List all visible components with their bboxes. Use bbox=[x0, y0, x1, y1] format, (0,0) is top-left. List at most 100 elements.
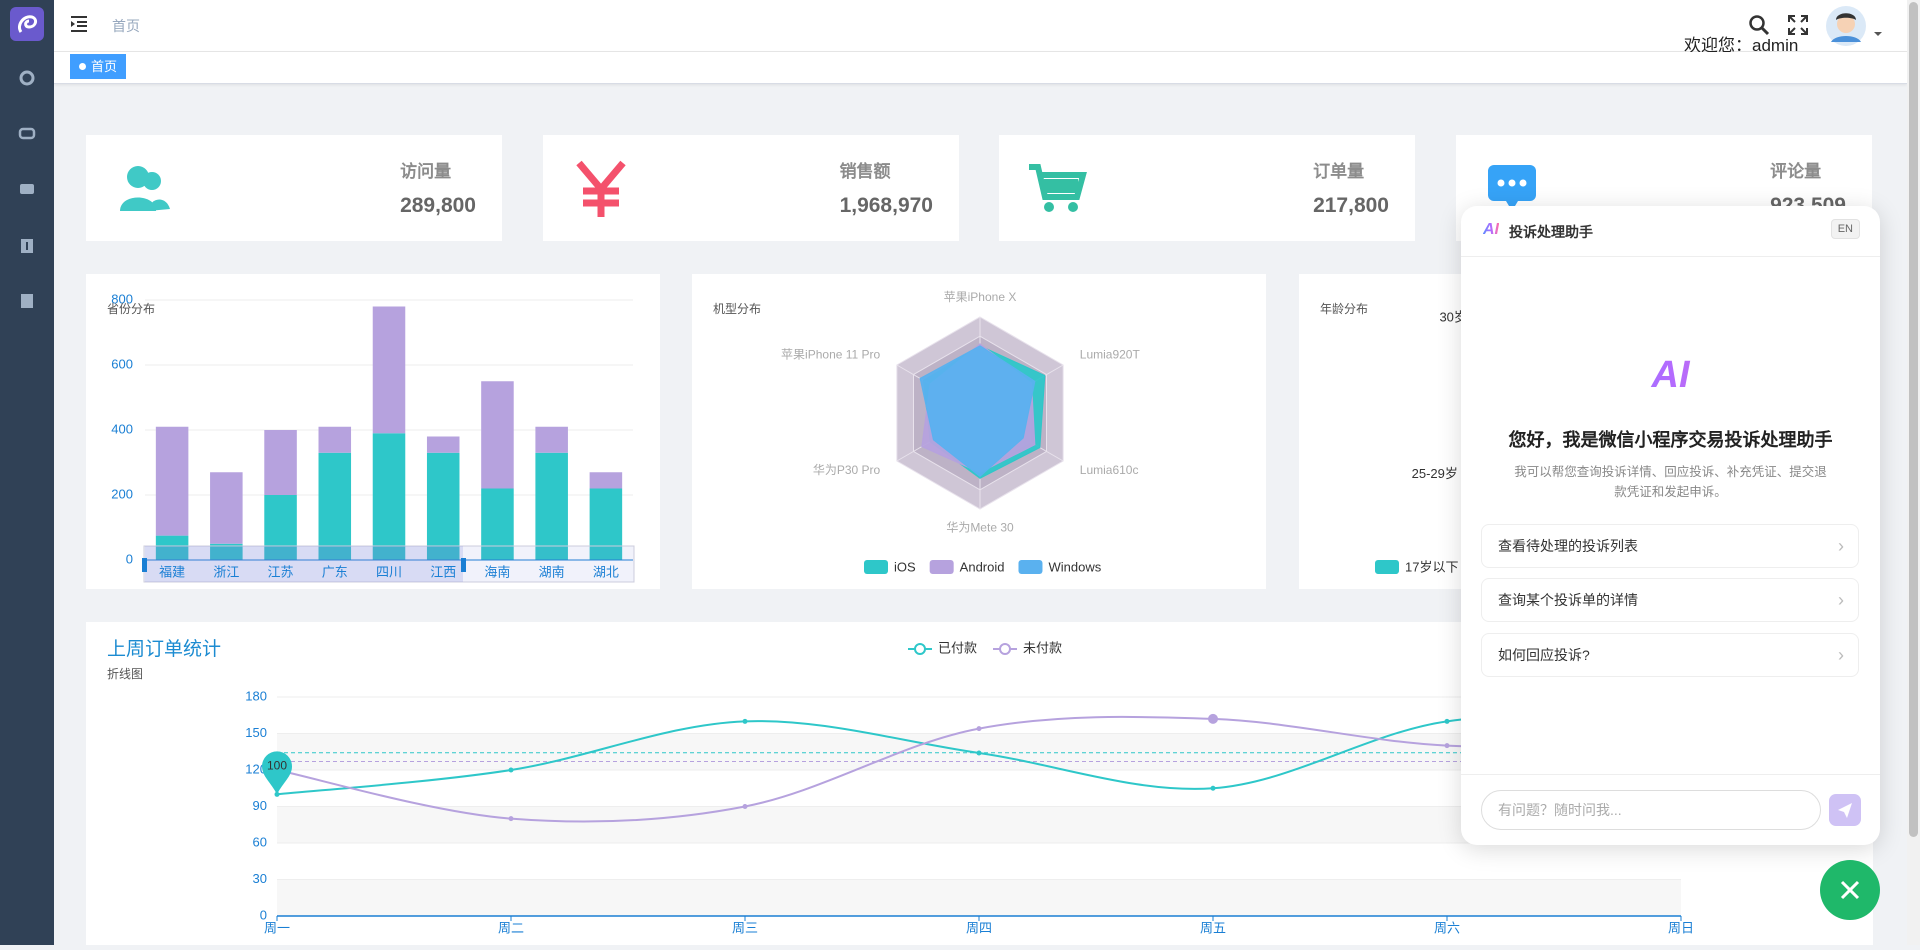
menu-calendar[interactable] bbox=[17, 291, 37, 311]
radar-indicator: 华为P30 Pro bbox=[813, 463, 881, 477]
stat-card: 订单量 217,800 bbox=[999, 135, 1415, 241]
y-tick-label: 60 bbox=[253, 834, 267, 849]
legend-swatch bbox=[1018, 560, 1043, 574]
send-button[interactable] bbox=[1829, 794, 1861, 826]
line-point bbox=[976, 750, 982, 756]
y-tick-label: 400 bbox=[111, 421, 133, 436]
stat-icon bbox=[1029, 164, 1087, 212]
description: 我可以帮您查询投诉详情、回应投诉、补充凭证、提交退款凭证和发起申诉。 bbox=[1514, 465, 1827, 499]
legend-dot bbox=[914, 643, 926, 655]
bar bbox=[372, 306, 406, 434]
bar bbox=[372, 433, 406, 560]
line-point bbox=[1444, 718, 1450, 724]
line-point bbox=[742, 718, 748, 724]
menu-car[interactable] bbox=[17, 124, 37, 144]
y-tick-label: 180 bbox=[245, 688, 267, 703]
radar-indicator: 苹果iPhone X bbox=[944, 290, 1017, 304]
sidebar bbox=[0, 0, 54, 945]
divider bbox=[1461, 774, 1880, 775]
chat-input[interactable]: 有问题？随时问我... bbox=[1481, 790, 1821, 830]
stat-icon bbox=[576, 160, 626, 217]
legend-label: Windows bbox=[1048, 559, 1101, 574]
bar bbox=[264, 495, 297, 560]
bar bbox=[155, 426, 189, 536]
menu-dashboard[interactable] bbox=[17, 67, 37, 87]
y-tick-label: 90 bbox=[253, 798, 267, 813]
suggestion[interactable]: 查看待处理的投诉列表 bbox=[1481, 524, 1859, 568]
y-tick-label: 200 bbox=[111, 486, 133, 501]
close-button[interactable] bbox=[1819, 859, 1881, 921]
x-tick-label: 湖北 bbox=[593, 564, 619, 579]
zoom-slider bbox=[143, 545, 635, 583]
assistant-logo: AI bbox=[1483, 221, 1499, 238]
stat-icon bbox=[120, 166, 170, 211]
chart-card: 机型分布 苹果iPhone X Lumia920T Lumia610c 华为Mete 3… bbox=[692, 274, 1266, 589]
line-point bbox=[976, 726, 982, 732]
suggestion[interactable]: 查询某个投诉单的详情 bbox=[1481, 578, 1859, 622]
y-tick-label: 30 bbox=[253, 871, 267, 886]
bar bbox=[264, 430, 297, 495]
x-tick-label: 四川 bbox=[376, 564, 402, 579]
radar-indicator: 苹果iPhone 11 Pro bbox=[781, 348, 880, 362]
avatar[interactable] bbox=[1826, 4, 1886, 48]
grid-band bbox=[277, 879, 1681, 916]
tab[interactable]: 首页 bbox=[70, 54, 127, 79]
legend-label: Android bbox=[960, 559, 1005, 574]
scrollbar bbox=[1907, 0, 1920, 945]
logo[interactable] bbox=[10, 7, 44, 41]
assistant-header: AI 投诉处理助手 EN bbox=[1461, 206, 1880, 257]
zoom-handle bbox=[461, 558, 466, 572]
bar bbox=[535, 452, 568, 560]
legend-label: 未付款 bbox=[1023, 640, 1062, 655]
assistant-panel: AI 投诉处理助手 EN AI 您好，我是微信小程序交易投诉处理助手 我可以帮您… bbox=[1461, 206, 1880, 845]
stat-text: 访问量 289,800 bbox=[400, 157, 476, 218]
stat-value: 217,800 bbox=[1313, 194, 1389, 217]
y-tick-label: 0 bbox=[260, 907, 267, 922]
bar bbox=[210, 472, 243, 544]
bar bbox=[426, 452, 460, 560]
x-tick-label: 海南 bbox=[484, 564, 510, 579]
line-point bbox=[1210, 785, 1216, 791]
x-tick-label: 周六 bbox=[1434, 920, 1460, 935]
line-point bbox=[508, 816, 514, 822]
legend-dot bbox=[999, 643, 1012, 655]
assistant-logo-large: AI bbox=[1461, 354, 1880, 397]
search[interactable] bbox=[1748, 14, 1770, 36]
breadcrumb[interactable]: 首页 bbox=[112, 18, 140, 34]
x-tick-label: 江西 bbox=[430, 564, 456, 579]
bar bbox=[318, 426, 352, 453]
radar-indicator: Lumia610c bbox=[1080, 463, 1139, 477]
x-tick-label: 周四 bbox=[966, 920, 992, 935]
scrollbar-thumb[interactable] bbox=[1909, 2, 1918, 837]
x-tick-label: 江苏 bbox=[268, 564, 294, 579]
x-tick-label: 浙江 bbox=[213, 564, 239, 579]
greeting: 您好，我是微信小程序交易投诉处理助手 bbox=[1508, 430, 1833, 450]
bar bbox=[210, 543, 243, 560]
stat-label: 销售额 bbox=[839, 162, 891, 181]
hamburger[interactable] bbox=[70, 15, 88, 33]
x-tick-label: 周二 bbox=[498, 920, 524, 935]
radar-indicator: 华为Mete 30 bbox=[946, 520, 1014, 534]
chart-title: 年龄分布 bbox=[1320, 302, 1368, 316]
legend-label: 已付款 bbox=[938, 640, 977, 655]
stat-text: 销售额 1,968,970 bbox=[840, 157, 933, 218]
y-tick-label: 0 bbox=[126, 551, 133, 566]
radar-area bbox=[919, 345, 1036, 478]
bar bbox=[481, 488, 514, 560]
tags-view: 首页 bbox=[54, 52, 1907, 84]
assistant-title: 投诉处理助手 bbox=[1509, 224, 1593, 240]
fullscreen[interactable] bbox=[1788, 15, 1808, 35]
language-toggle[interactable]: EN bbox=[1830, 219, 1860, 239]
navbar: 首页 欢迎您：admin bbox=[54, 0, 1907, 55]
menu-info[interactable] bbox=[17, 236, 37, 256]
stat-label: 评论量 bbox=[1770, 162, 1822, 181]
bar bbox=[589, 488, 623, 560]
chart-title: 省份分布 bbox=[107, 302, 155, 316]
bar bbox=[426, 436, 460, 453]
line-point bbox=[1444, 743, 1450, 749]
menu-message[interactable] bbox=[17, 180, 37, 200]
suggestion[interactable]: 如何回应投诉? bbox=[1481, 633, 1859, 677]
